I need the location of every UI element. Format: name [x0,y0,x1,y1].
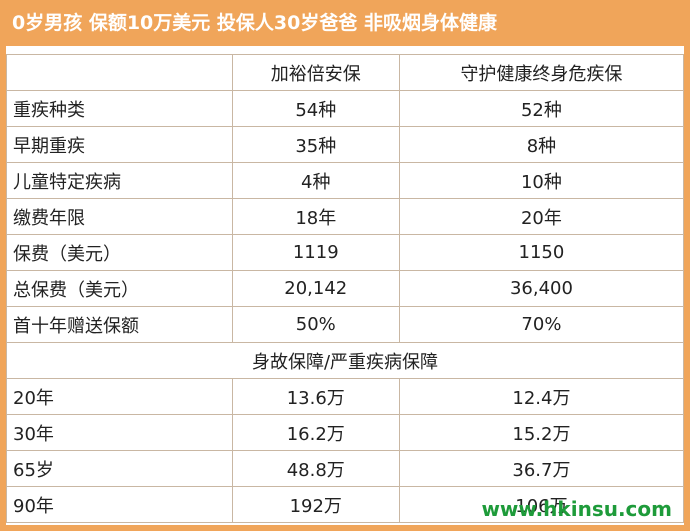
cell: 16.2万 [231,414,400,451]
cell: 12.4万 [398,378,685,415]
cell: 8种 [398,126,685,163]
row: 20年 13.6万 12.4万 [6,378,685,415]
comparison-table: 加裕倍安保 守护健康终身危疾保 重疾种类 54种 52种 早期重疾 35种 8种 儿童特定疾病 4… [6,54,685,523]
cell: 1119 [231,234,400,271]
cell: 54种 [231,90,400,127]
title-bar: 0岁男孩 保额10万美元 投保人30岁爸爸 非吸烟身体健康 [0,0,690,46]
row-label: 重疾种类 [6,90,233,127]
row: 65岁 48.8万 36.7万 [6,450,685,487]
cell: 20年 [398,198,685,235]
cell: 10种 [398,162,685,199]
row: 首十年赠送保额 50% 70% [6,306,685,343]
cell: 35种 [231,126,400,163]
row-label: 总保费（美元） [6,270,233,307]
row-label: 首十年赠送保额 [6,306,233,343]
row: 儿童特定疾病 4种 10种 [6,162,685,199]
header-row: 加裕倍安保 守护健康终身危疾保 [6,54,685,91]
row-label: 20年 [6,378,233,415]
cell: 13.6万 [231,378,400,415]
row-label: 保费（美元） [6,234,233,271]
cell: 36,400 [398,270,685,307]
row-label: 儿童特定疾病 [6,162,233,199]
cell: 15.2万 [398,414,685,451]
row-label: 65岁 [6,450,233,487]
watermark: www.hkinsu.com [481,497,672,521]
cell: 50% [231,306,400,343]
row: 保费（美元） 1119 1150 [6,234,685,271]
row-label: 90年 [6,486,233,523]
row: 90年 192万 106万 [6,486,685,523]
row-label: 30年 [6,414,233,451]
row-label: 早期重疾 [6,126,233,163]
row: 30年 16.2万 15.2万 [6,414,685,451]
cell: 4种 [231,162,400,199]
row: 早期重疾 35种 8种 [6,126,685,163]
cell: 36.7万 [398,450,685,487]
corner-cell [6,54,233,91]
table-body: 加裕倍安保 守护健康终身危疾保 重疾种类 54种 52种 早期重疾 35种 8种 儿童特定疾病 4… [6,54,685,523]
row: 缴费年限 18年 20年 [6,198,685,235]
section-label: 身故保障/严重疾病保障 [6,342,684,379]
cell: 48.8万 [231,450,400,487]
column-header: 加裕倍安保 [231,54,400,91]
row: 重疾种类 54种 52种 [6,90,685,127]
row: 总保费（美元） 20,142 36,400 [6,270,685,307]
section-row: 身故保障/严重疾病保障 [6,342,684,379]
cell: 52种 [398,90,685,127]
cell: 106万 [398,486,685,523]
cell: 20,142 [231,270,400,307]
column-header: 守护健康终身危疾保 [398,54,685,91]
cell: 192万 [231,486,400,523]
cell: 1150 [398,234,685,271]
cell: 18年 [231,198,400,235]
cell: 70% [398,306,685,343]
row-label: 缴费年限 [6,198,233,235]
